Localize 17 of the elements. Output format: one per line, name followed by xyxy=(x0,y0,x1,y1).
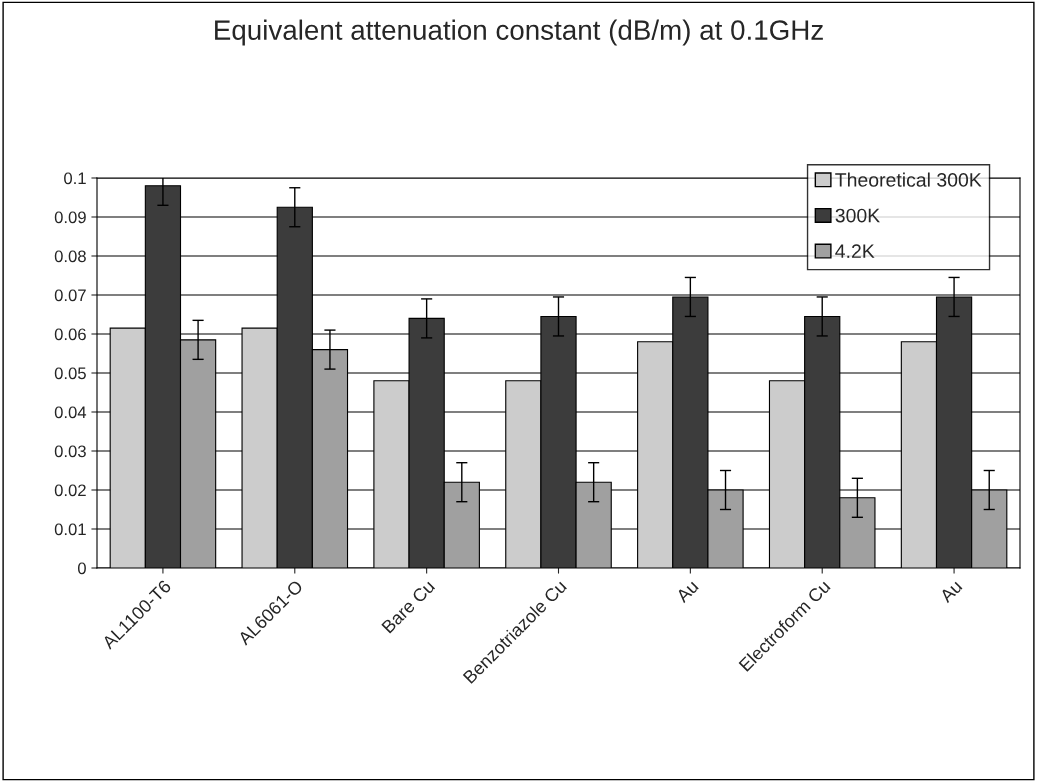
y-tick-label: 0 xyxy=(77,562,86,575)
y-tick-label: 0.07 xyxy=(54,289,86,302)
y-tick-label: 0.02 xyxy=(54,484,86,497)
y-tick-label: 0.05 xyxy=(54,367,86,380)
legend-label: 300K xyxy=(835,208,880,223)
chart-title: Equivalent attenuation constant (dB/m) at 0.1GHz xyxy=(215,19,823,46)
y-tick-label: 0.03 xyxy=(54,445,86,458)
y-tick-label: 0.08 xyxy=(54,250,86,263)
y-tick-label: 0.1 xyxy=(64,172,86,185)
x-tick-label: Au xyxy=(675,579,699,604)
y-tick-label: 0.04 xyxy=(54,406,87,419)
x-tick-label: Au xyxy=(938,579,963,604)
y-tick-label: 0.01 xyxy=(54,523,86,536)
legend-label: 4.2K xyxy=(835,244,875,258)
y-tick-label: 0.09 xyxy=(54,211,86,224)
y-tick-label: 0.06 xyxy=(54,328,86,341)
legend-label: Theoretical 300K xyxy=(835,172,982,187)
